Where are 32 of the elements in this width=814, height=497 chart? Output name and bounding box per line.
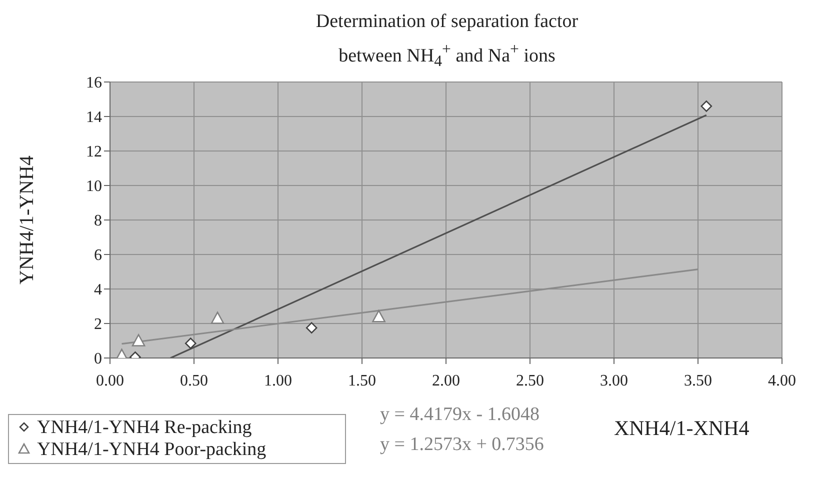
text: y = 1.2573x + 0.7356 bbox=[380, 433, 544, 458]
x-tick-label: 0.00 bbox=[96, 372, 124, 390]
point bbox=[372, 310, 386, 322]
y-tick-label: 6 bbox=[94, 247, 102, 264]
x-tick-label: 4.00 bbox=[768, 372, 796, 390]
y-tick-label: 12 bbox=[86, 144, 102, 161]
point bbox=[184, 338, 196, 350]
x-tick-label: 3.00 bbox=[600, 372, 628, 390]
text: y = 4.4179x - 1.6048 bbox=[380, 403, 541, 428]
x-tick-label: 3.50 bbox=[684, 372, 712, 390]
chart-subtitle: between NH$_{4}$$^{+}$ and Na$^{+}$ ions bbox=[338, 40, 556, 72]
x-axis-title: XNH4/1-XNH4 bbox=[614, 416, 750, 442]
chart-title: Determination of separation factor bbox=[314, 10, 580, 34]
legend-label: YNH4/1-YNH4 Poor-packing bbox=[36, 439, 268, 462]
x-tick-label: 2.00 bbox=[432, 372, 460, 390]
point bbox=[210, 312, 224, 324]
x-tick-label: 1.50 bbox=[348, 372, 376, 390]
y-axis-title: YNH4/1-YNH4 bbox=[16, 156, 38, 285]
y-tick-label: 14 bbox=[86, 109, 102, 126]
x-tick-label: 1.00 bbox=[264, 372, 292, 390]
y-tick-label: 8 bbox=[94, 212, 102, 230]
legend-label: YNH4/1-YNH4 Re-packing bbox=[36, 417, 253, 440]
y-tick-label: 2 bbox=[94, 316, 102, 334]
y-tick-label: 4 bbox=[94, 282, 102, 299]
x-tick-label: 0.50 bbox=[180, 372, 208, 390]
point bbox=[132, 334, 146, 347]
y-tick-label: 0 bbox=[94, 350, 102, 368]
y-tick-label: 16 bbox=[86, 74, 102, 92]
point bbox=[700, 100, 712, 112]
x-tick-label: 2.50 bbox=[516, 372, 544, 390]
y-tick-label: 10 bbox=[86, 178, 102, 196]
point bbox=[306, 322, 318, 334]
